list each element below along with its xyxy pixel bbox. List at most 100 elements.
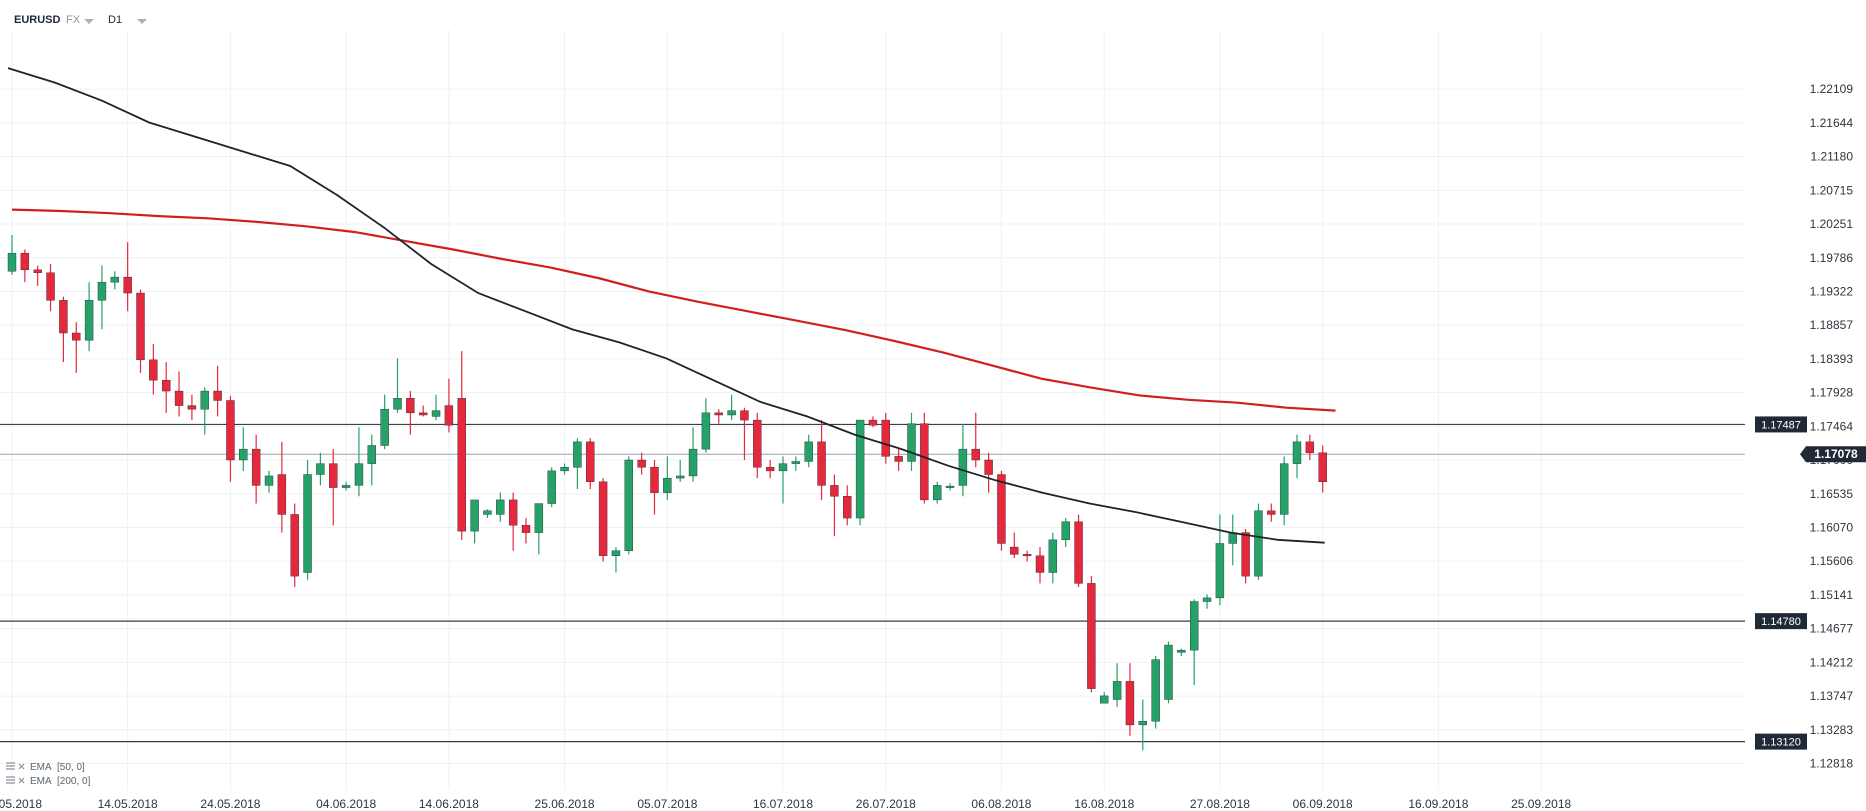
candle-down: [187, 394, 197, 421]
candle-down: [508, 492, 518, 551]
x-tick-label: 06.09.2018: [1293, 797, 1353, 811]
candle-up: [534, 503, 544, 555]
candle-body: [1292, 441, 1302, 464]
candle-down: [277, 441, 287, 533]
candle-body: [624, 459, 633, 551]
candle-down: [868, 416, 878, 428]
symbol-label[interactable]: EURUSD: [14, 14, 61, 26]
candle-body: [136, 292, 145, 361]
candle-body: [33, 269, 42, 273]
x-tick-label: 27.08.2018: [1190, 797, 1250, 811]
candle-body: [1164, 644, 1173, 700]
candle-down: [843, 485, 852, 526]
candle-body: [1112, 681, 1122, 700]
candle-up: [496, 492, 505, 522]
candle-down: [971, 412, 980, 468]
chart-header: EURUSD FX D1: [14, 14, 147, 26]
candle-down: [1267, 503, 1276, 522]
candle-down: [765, 460, 775, 479]
candle-down: [174, 371, 184, 417]
x-tick-label: 25.09.2018: [1511, 797, 1571, 811]
candle-body: [894, 456, 903, 462]
candle-up: [380, 394, 389, 450]
y-tick-label: 1.20251: [1810, 217, 1854, 231]
legend-row-ema200[interactable]: EMA [200, 0]: [6, 776, 91, 787]
x-tick-label: 03.05.2018: [0, 797, 42, 811]
candle-body: [817, 441, 826, 486]
market-dropdown-icon[interactable]: [84, 19, 94, 24]
legend-label: EMA: [30, 776, 52, 787]
timeframe-label[interactable]: D1: [108, 14, 122, 26]
candle-down: [226, 396, 235, 482]
candle-up: [933, 481, 942, 504]
legend-row-ema50[interactable]: EMA [50, 0]: [6, 762, 85, 773]
candle-up: [676, 460, 685, 482]
candle-body: [611, 550, 621, 557]
candle-down: [46, 264, 55, 312]
time-axis[interactable]: 03.05.2018 14.05.2018 24.05.2018 04.06.2018…: [0, 797, 1572, 811]
candle-down: [650, 460, 659, 515]
candle-down: [1035, 547, 1045, 584]
candle-body: [239, 448, 248, 461]
candle-body: [84, 300, 94, 341]
level-tags: 1.17487 1.17078 1.14780 1.13120: [1755, 416, 1866, 750]
candle-down: [714, 409, 723, 424]
ema-50-line: [7, 67, 1325, 544]
candle-body: [7, 252, 17, 272]
y-tick-label: 1.16070: [1810, 521, 1854, 535]
level-price-tag: [1755, 613, 1807, 630]
y-tick-label: 1.13283: [1810, 723, 1854, 737]
legend-params: [200, 0]: [57, 776, 91, 787]
candle-body: [316, 463, 325, 475]
y-tick-label: 1.20715: [1810, 183, 1854, 197]
candle-up: [303, 460, 312, 580]
candle-body: [161, 379, 171, 392]
candle-up: [701, 398, 711, 453]
y-tick-label: 1.14677: [1810, 622, 1854, 636]
candle-up: [1254, 503, 1263, 580]
y-tick-label: 1.18393: [1810, 352, 1854, 366]
timeframe-dropdown-icon[interactable]: [137, 19, 147, 24]
candle-down: [136, 289, 145, 373]
candle-body: [997, 474, 1006, 544]
candle-body: [753, 419, 762, 468]
drag-handle-icon[interactable]: [6, 762, 15, 770]
candle-down: [586, 438, 595, 490]
ema-200-path: [11, 208, 1336, 412]
candle-body: [663, 477, 672, 493]
candle-down: [1241, 528, 1250, 584]
candle-body: [958, 448, 968, 486]
x-tick-label: 24.05.2018: [200, 797, 260, 811]
y-tick-label: 1.22109: [1810, 82, 1854, 96]
x-tick-label: 16.07.2018: [753, 797, 813, 811]
candle-down: [251, 434, 261, 504]
candle-up: [239, 427, 248, 471]
candle-up: [945, 483, 955, 491]
candle-down: [161, 362, 171, 413]
candle-up: [341, 481, 351, 491]
price-axis[interactable]: 1.22109 1.21644 1.21180 1.20715 1.20251 1.197…: [1810, 82, 1854, 770]
candle-up: [1189, 599, 1199, 685]
candle-body: [868, 419, 878, 426]
close-icon[interactable]: [18, 763, 25, 770]
candle-down: [290, 503, 299, 588]
candle-body: [470, 499, 479, 532]
candle-body: [367, 445, 376, 464]
y-tick-label: 1.15606: [1810, 554, 1854, 568]
candle-body: [765, 467, 775, 472]
drag-handle-icon[interactable]: [6, 776, 15, 784]
candle-body: [110, 276, 120, 283]
close-icon[interactable]: [18, 777, 25, 784]
candle-body: [586, 441, 595, 482]
candle-body: [701, 412, 711, 450]
candle-up: [1151, 655, 1160, 729]
candle-down: [817, 420, 826, 500]
level-price-label: 1.13120: [1761, 737, 1801, 749]
candle-down: [894, 449, 903, 471]
candle-body: [688, 448, 698, 477]
candle-body: [380, 408, 389, 446]
candle-body: [496, 499, 505, 515]
candle-body: [393, 398, 402, 410]
